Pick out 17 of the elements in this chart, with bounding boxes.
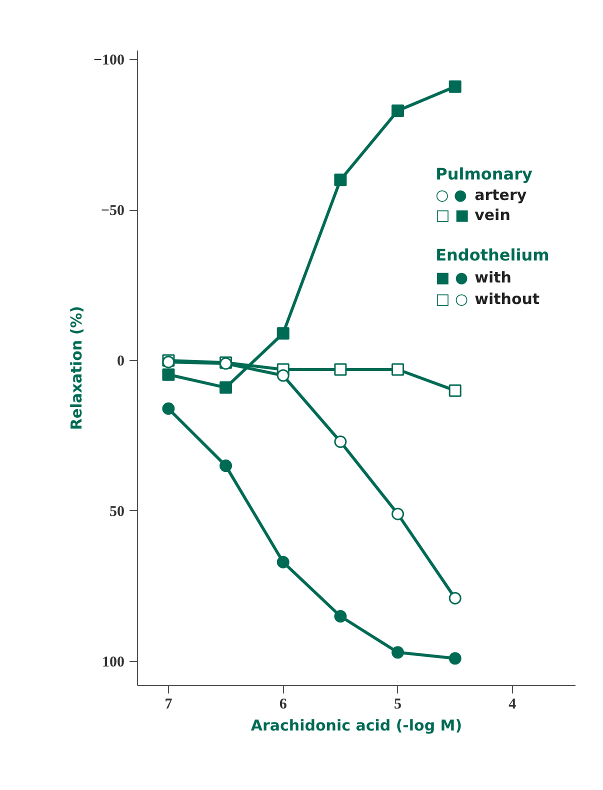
y-tick-label: 50 xyxy=(110,504,124,520)
annotation: ■ ● with xyxy=(436,268,512,287)
annotation: Endothelium xyxy=(436,246,550,265)
y-tick-label: −50 xyxy=(100,203,125,219)
x-tick-label: 6 xyxy=(279,696,288,712)
y-tick-label: 100 xyxy=(102,654,124,670)
y-axis-title: Relaxation (%) xyxy=(67,306,86,430)
x-tick-label: 7 xyxy=(164,696,173,712)
y-tick-label: 0 xyxy=(117,353,124,370)
annotation: Pulmonary xyxy=(436,164,533,184)
y-tick-label: −100 xyxy=(93,52,125,69)
annotation: □ ■ vein xyxy=(436,206,510,224)
x-tick-label: 5 xyxy=(394,696,402,712)
x-axis-title: Arachidonic acid (-log M) xyxy=(250,716,462,734)
x-tick-label: 4 xyxy=(508,696,517,712)
annotation: ○ ● artery xyxy=(436,186,527,204)
annotation: □ ○ without xyxy=(436,290,540,308)
